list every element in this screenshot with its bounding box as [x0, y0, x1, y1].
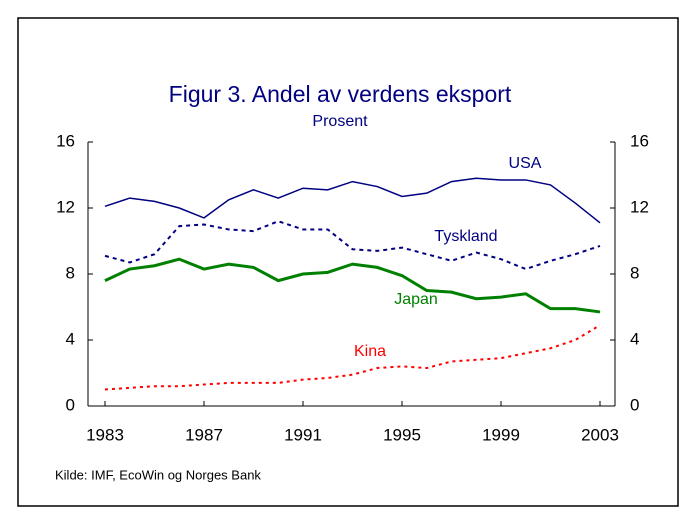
- series-label: Tyskland: [434, 228, 497, 245]
- x-tick-label: 1983: [86, 425, 124, 444]
- y-tick-label: 12: [56, 197, 75, 216]
- y-tick-label: 8: [66, 263, 75, 282]
- y2-tick-label: 12: [630, 197, 649, 216]
- line-series: [104, 257, 601, 314]
- line-series: [104, 177, 601, 224]
- x-tick-label: 1991: [284, 425, 322, 444]
- y2-tick-label: 4: [630, 329, 639, 348]
- y-tick-label: 16: [56, 131, 75, 150]
- y2-tick-label: 8: [630, 263, 639, 282]
- x-tick-label: 1999: [482, 425, 520, 444]
- x-tick-label: 1995: [383, 425, 421, 444]
- series-label: Japan: [394, 291, 438, 308]
- frame: [17, 17, 679, 507]
- chart-subtitle: Prosent: [312, 113, 368, 130]
- line-series: [104, 324, 601, 391]
- y2-tick-label: 0: [630, 395, 639, 414]
- y2-tick-label: 16: [630, 131, 649, 150]
- source: Kilde: IMF, EcoWin og Norges Bank: [55, 467, 261, 482]
- x-tick-label: 1987: [185, 425, 223, 444]
- y-tick-label: 0: [66, 395, 75, 414]
- series-label: Kina: [354, 343, 386, 360]
- chart-title: Figur 3. Andel av verdens eksport: [169, 81, 512, 107]
- y-tick-label: 4: [66, 329, 75, 348]
- x-tick-label: 2003: [581, 425, 619, 444]
- series-label: USA: [509, 155, 542, 172]
- line-series: [104, 220, 601, 271]
